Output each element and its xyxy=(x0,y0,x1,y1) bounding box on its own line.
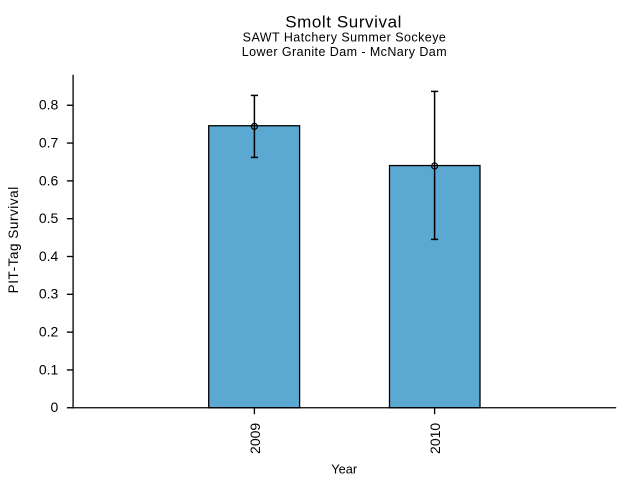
svg-text:0.1: 0.1 xyxy=(39,361,59,377)
svg-text:2010: 2010 xyxy=(427,423,443,454)
svg-text:2009: 2009 xyxy=(247,423,263,454)
svg-text:0.7: 0.7 xyxy=(39,134,59,150)
svg-text:0: 0 xyxy=(51,399,59,415)
svg-text:0.5: 0.5 xyxy=(39,210,59,226)
svg-text:PIT-Tag Survival: PIT-Tag Survival xyxy=(6,186,21,293)
svg-text:Lower Granite Dam - McNary Dam: Lower Granite Dam - McNary Dam xyxy=(242,45,447,59)
svg-text:0.3: 0.3 xyxy=(39,286,59,302)
svg-text:0.6: 0.6 xyxy=(39,172,59,188)
svg-text:Year: Year xyxy=(331,461,358,476)
svg-text:0.4: 0.4 xyxy=(39,248,59,264)
svg-text:0.8: 0.8 xyxy=(39,97,59,113)
svg-text:0.2: 0.2 xyxy=(39,324,59,340)
svg-text:Smolt Survival: Smolt Survival xyxy=(285,13,402,32)
svg-text:SAWT Hatchery Summer Sockeye: SAWT Hatchery Summer Sockeye xyxy=(243,31,447,45)
